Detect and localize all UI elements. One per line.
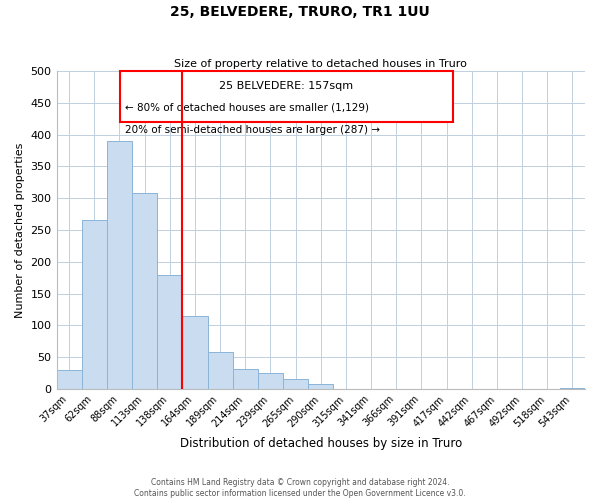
Bar (132, 193, 157, 389)
Bar (283, 380, 308, 389)
Text: Contains HM Land Registry data © Crown copyright and database right 2024.
Contai: Contains HM Land Registry data © Crown c… (134, 478, 466, 498)
Bar (208, 352, 233, 389)
Text: ← 80% of detached houses are smaller (1,129): ← 80% of detached houses are smaller (1,… (125, 103, 369, 113)
Bar (182, 316, 208, 389)
Text: 25 BELVEDERE: 157sqm: 25 BELVEDERE: 157sqm (220, 80, 353, 90)
Bar (82, 220, 107, 389)
Bar (258, 373, 283, 389)
Bar (308, 384, 334, 389)
Bar (560, 388, 585, 389)
Bar (157, 274, 182, 389)
Bar (107, 141, 132, 389)
Text: 25, BELVEDERE, TRURO, TR1 1UU: 25, BELVEDERE, TRURO, TR1 1UU (170, 5, 430, 19)
Title: Size of property relative to detached houses in Truro: Size of property relative to detached ho… (175, 59, 467, 69)
Text: 20% of semi-detached houses are larger (287) →: 20% of semi-detached houses are larger (… (125, 125, 380, 135)
FancyBboxPatch shape (120, 71, 453, 122)
Bar (56, 370, 82, 389)
Y-axis label: Number of detached properties: Number of detached properties (15, 142, 25, 318)
X-axis label: Distribution of detached houses by size in Truro: Distribution of detached houses by size … (179, 437, 462, 450)
Bar (233, 368, 258, 389)
